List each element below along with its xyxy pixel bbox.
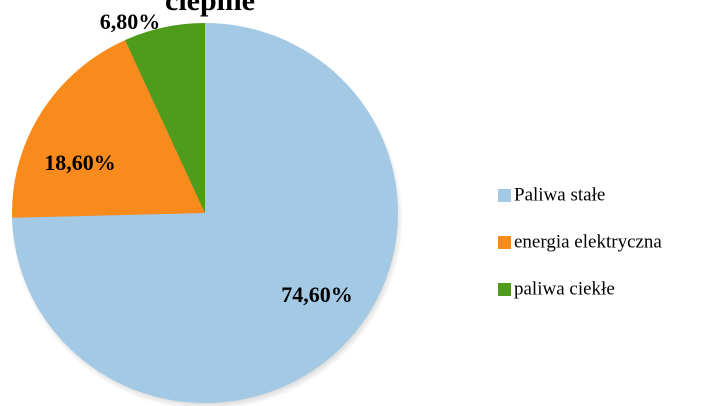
data-label: 6,80% [100,9,161,34]
legend-label: energia elektryczna [514,231,662,252]
data-label: 74,60% [281,282,353,307]
pie-slice [125,23,205,213]
legend-label: Paliwa stałe [514,184,605,205]
pie-slice [11,40,205,218]
chart-title: cieplne [165,0,255,17]
legend-label: paliwa ciekłe [514,278,615,299]
legend-swatch [498,283,511,296]
legend-swatch [498,189,511,202]
legend-swatch [498,236,511,249]
data-label: 18,60% [44,150,116,175]
pie-slice [12,23,398,403]
